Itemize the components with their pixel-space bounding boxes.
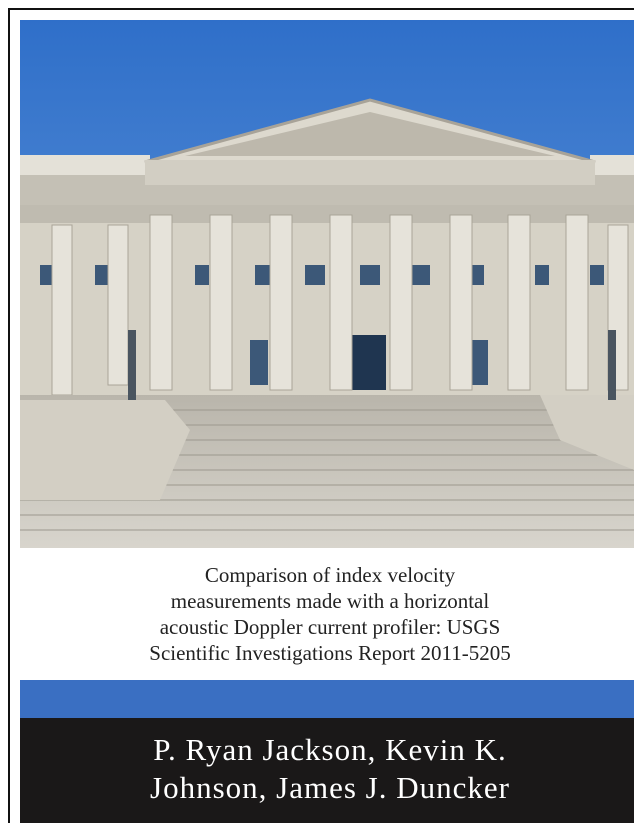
photo xyxy=(20,20,634,548)
title-line: measurements made with a horizontal xyxy=(171,589,490,613)
blue-band xyxy=(20,680,634,718)
title-line: Scientific Investigations Report 2011-52… xyxy=(149,641,510,665)
author-line: Johnson, James J. Duncker xyxy=(150,770,510,805)
title-line: acoustic Doppler current profiler: USGS xyxy=(160,615,501,639)
title-band xyxy=(20,548,634,680)
author-band xyxy=(20,718,634,823)
frame xyxy=(8,8,634,823)
author-line: P. Ryan Jackson, Kevin K. xyxy=(153,732,507,767)
title-line: Comparison of index velocity xyxy=(205,563,456,587)
